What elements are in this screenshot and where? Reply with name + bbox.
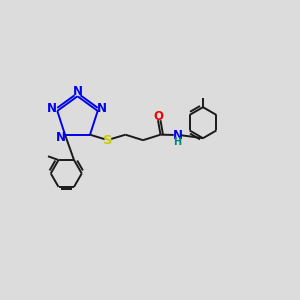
Text: O: O [153,110,163,123]
Text: N: N [56,131,65,144]
Text: N: N [73,85,82,98]
Text: N: N [172,129,182,142]
Text: N: N [47,102,57,116]
Text: S: S [103,134,113,147]
Text: N: N [97,102,107,116]
Text: H: H [173,137,181,147]
